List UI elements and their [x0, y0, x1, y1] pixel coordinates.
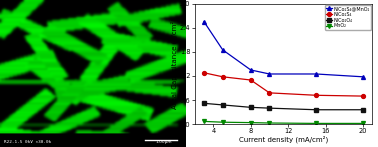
- X-axis label: Current density (mA/cm²): Current density (mA/cm²): [239, 136, 328, 143]
- NiCo₂O₄: [220, 104, 225, 106]
- Text: 1.00μm: 1.00μm: [155, 140, 172, 144]
- NiCo₂S₄@MnO₂: [267, 73, 272, 75]
- MnO₂: [314, 123, 319, 124]
- Line: NiCo₂S₄@MnO₂: NiCo₂S₄@MnO₂: [202, 20, 365, 79]
- NiCo₂S₄: [267, 92, 272, 94]
- NiCo₂O₄: [314, 109, 319, 111]
- MnO₂: [267, 122, 272, 124]
- MnO₂: [202, 121, 206, 122]
- NiCo₂S₄: [314, 94, 319, 96]
- NiCo₂O₄: [361, 109, 365, 111]
- NiCo₂O₄: [248, 106, 253, 108]
- Y-axis label: Areal Capacitance (F/cm²): Areal Capacitance (F/cm²): [171, 18, 178, 110]
- NiCo₂S₄@MnO₂: [248, 69, 253, 71]
- Text: R22-1.5 0kV ×30.0k: R22-1.5 0kV ×30.0k: [4, 140, 51, 144]
- MnO₂: [361, 123, 365, 124]
- NiCo₂S₄@MnO₂: [361, 76, 365, 78]
- NiCo₂O₄: [202, 102, 206, 104]
- NiCo₂S₄: [202, 72, 206, 74]
- Legend: NiCo₂S₄@MnO₂, NiCo₂S₄, NiCo₂O₄, MnO₂: NiCo₂S₄@MnO₂, NiCo₂S₄, NiCo₂O₄, MnO₂: [325, 5, 371, 30]
- NiCo₂S₄: [361, 95, 365, 97]
- NiCo₂S₄@MnO₂: [220, 49, 225, 51]
- Line: NiCo₂O₄: NiCo₂O₄: [202, 101, 365, 112]
- MnO₂: [248, 122, 253, 123]
- NiCo₂S₄@MnO₂: [202, 21, 206, 23]
- Line: NiCo₂S₄: NiCo₂S₄: [202, 71, 365, 98]
- NiCo₂S₄@MnO₂: [314, 73, 319, 75]
- NiCo₂S₄: [248, 79, 253, 81]
- NiCo₂S₄: [220, 76, 225, 78]
- Line: MnO₂: MnO₂: [202, 120, 365, 125]
- MnO₂: [220, 121, 225, 123]
- NiCo₂O₄: [267, 107, 272, 109]
